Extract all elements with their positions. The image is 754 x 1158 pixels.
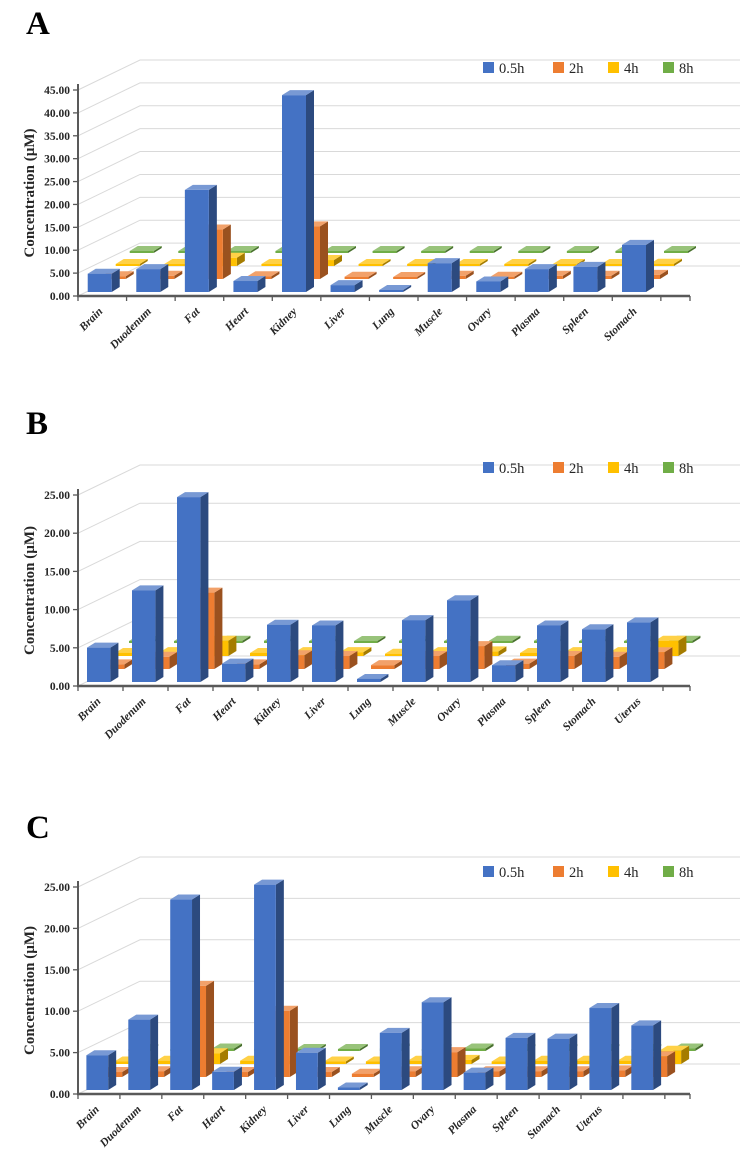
legend-swatch-4h bbox=[608, 62, 619, 73]
legend-swatch-8h bbox=[663, 62, 674, 73]
category-label: Ovary bbox=[408, 1103, 437, 1132]
category-label: Muscle bbox=[362, 1104, 396, 1138]
category-label: Heart bbox=[210, 695, 239, 724]
category-label: Liver bbox=[285, 1103, 312, 1130]
category-label: Duodenum bbox=[107, 306, 154, 353]
svg-text:10.00: 10.00 bbox=[44, 1006, 70, 1018]
category-label: Brain bbox=[73, 1104, 102, 1133]
svg-text:15.00: 15.00 bbox=[44, 222, 70, 234]
category-label: Heart bbox=[199, 1103, 228, 1132]
category-label: Heart bbox=[222, 305, 251, 334]
svg-text:5.00: 5.00 bbox=[50, 643, 70, 655]
category-label: Muscle bbox=[385, 696, 419, 730]
panel-c: C 0.00 5.00 10.00 15.00 20.00 25.00 Brain Duode… bbox=[0, 780, 754, 1158]
legend-swatch-2h bbox=[553, 462, 564, 473]
y-axis-title: Concentration (µM) bbox=[22, 526, 38, 655]
category-label: Muscle bbox=[412, 306, 446, 340]
category-label: Duodenum bbox=[97, 1104, 144, 1151]
category-label: Fat bbox=[182, 305, 204, 327]
category-label: Plasma bbox=[509, 305, 543, 339]
category-label: Plasma bbox=[446, 1103, 480, 1137]
svg-text:0.00: 0.00 bbox=[50, 1089, 70, 1101]
y-axis-title: Concentration (µM) bbox=[22, 926, 38, 1055]
legend-swatch-4h bbox=[608, 462, 619, 473]
category-label: Ovary bbox=[465, 305, 494, 334]
category-label: Uterus bbox=[574, 1103, 605, 1134]
category-label: Liver bbox=[302, 695, 329, 722]
svg-text:25.00: 25.00 bbox=[44, 490, 70, 502]
legend-swatch-0.5h bbox=[483, 62, 494, 73]
category-label: Brain bbox=[75, 696, 104, 725]
legend-swatch-4h bbox=[608, 866, 619, 877]
legend-swatch-8h bbox=[663, 462, 674, 473]
legend-label: 0.5h bbox=[499, 865, 525, 881]
y-axis-title: Concentration (µM) bbox=[22, 128, 38, 257]
legend-swatch-8h bbox=[663, 866, 674, 877]
category-label: Kidney bbox=[267, 305, 300, 338]
panel-b: B 0.00 5.00 10.00 15.00 20.00 25.00 Brain Duode… bbox=[0, 390, 754, 780]
svg-text:20.00: 20.00 bbox=[44, 528, 70, 540]
svg-text:45.00: 45.00 bbox=[44, 85, 70, 97]
category-label: Duodenum bbox=[102, 696, 149, 743]
svg-text:0.00: 0.00 bbox=[50, 681, 70, 693]
panel-c-label: C bbox=[26, 810, 50, 846]
legend-label: 8h bbox=[679, 461, 694, 477]
svg-text:25.00: 25.00 bbox=[44, 177, 70, 189]
category-label: Spleen bbox=[522, 696, 553, 727]
panel-b-chart: 0.00 5.00 10.00 15.00 20.00 25.00 Brain Duodenu… bbox=[22, 461, 740, 743]
category-label: Uterus bbox=[612, 695, 643, 726]
legend-label: 0.5h bbox=[499, 461, 525, 477]
category-label: Stomach bbox=[525, 1104, 563, 1142]
category-label: Ovary bbox=[435, 695, 464, 724]
category-label: Lung bbox=[370, 305, 397, 332]
legend-swatch-2h bbox=[553, 866, 564, 877]
svg-text:40.00: 40.00 bbox=[44, 108, 70, 120]
category-label: Lung bbox=[346, 695, 373, 722]
legend-swatch-0.5h bbox=[483, 462, 494, 473]
legend-label: 8h bbox=[679, 865, 694, 881]
panel-c-chart: 0.00 5.00 10.00 15.00 20.00 25.00 BrainDuodenu… bbox=[22, 856, 740, 1151]
category-label: Spleen bbox=[560, 306, 591, 337]
panel-a-label: A bbox=[26, 6, 50, 42]
category-label: Fat bbox=[165, 1103, 187, 1125]
svg-text:5.00: 5.00 bbox=[50, 268, 70, 280]
legend-label: 4h bbox=[624, 461, 639, 477]
legend-swatch-2h bbox=[553, 62, 564, 73]
svg-text:15.00: 15.00 bbox=[44, 965, 70, 977]
svg-text:10.00: 10.00 bbox=[44, 245, 70, 257]
legend-label: 4h bbox=[624, 865, 639, 881]
category-label: Kidney bbox=[237, 1103, 270, 1136]
legend-label: 2h bbox=[569, 61, 584, 77]
category-label: Stomach bbox=[561, 696, 599, 734]
legend-label: 2h bbox=[569, 461, 584, 477]
category-label: Liver bbox=[321, 305, 348, 332]
panel-a-chart: 0.00 5.00 10.00 15.00 20.00 25.00 30.00 35.00 40… bbox=[22, 59, 740, 353]
svg-text:0.00: 0.00 bbox=[50, 291, 70, 303]
svg-text:5.00: 5.00 bbox=[50, 1048, 70, 1060]
svg-text:15.00: 15.00 bbox=[44, 566, 70, 578]
category-label: Spleen bbox=[490, 1104, 521, 1135]
category-label: Stomach bbox=[602, 306, 640, 344]
legend-swatch-0.5h bbox=[483, 866, 494, 877]
panel-b-label: B bbox=[26, 406, 49, 442]
category-label: Fat bbox=[173, 695, 195, 717]
svg-text:20.00: 20.00 bbox=[44, 923, 70, 935]
svg-text:20.00: 20.00 bbox=[44, 199, 70, 211]
svg-text:10.00: 10.00 bbox=[44, 605, 70, 617]
legend-label: 0.5h bbox=[499, 61, 525, 77]
legend-label: 8h bbox=[679, 61, 694, 77]
legend-label: 2h bbox=[569, 865, 584, 881]
category-label: Kidney bbox=[251, 695, 284, 728]
svg-text:25.00: 25.00 bbox=[44, 882, 70, 894]
svg-text:30.00: 30.00 bbox=[44, 154, 70, 166]
panel-a: A 0.00 5.00 10.00 15.00 20.00 25.00 30.00 35.00… bbox=[0, 0, 754, 390]
category-label: Lung bbox=[326, 1103, 353, 1130]
svg-text:35.00: 35.00 bbox=[44, 131, 70, 143]
legend-label: 4h bbox=[624, 61, 639, 77]
category-label: Plasma bbox=[475, 695, 509, 729]
category-label: Brain bbox=[77, 306, 106, 335]
